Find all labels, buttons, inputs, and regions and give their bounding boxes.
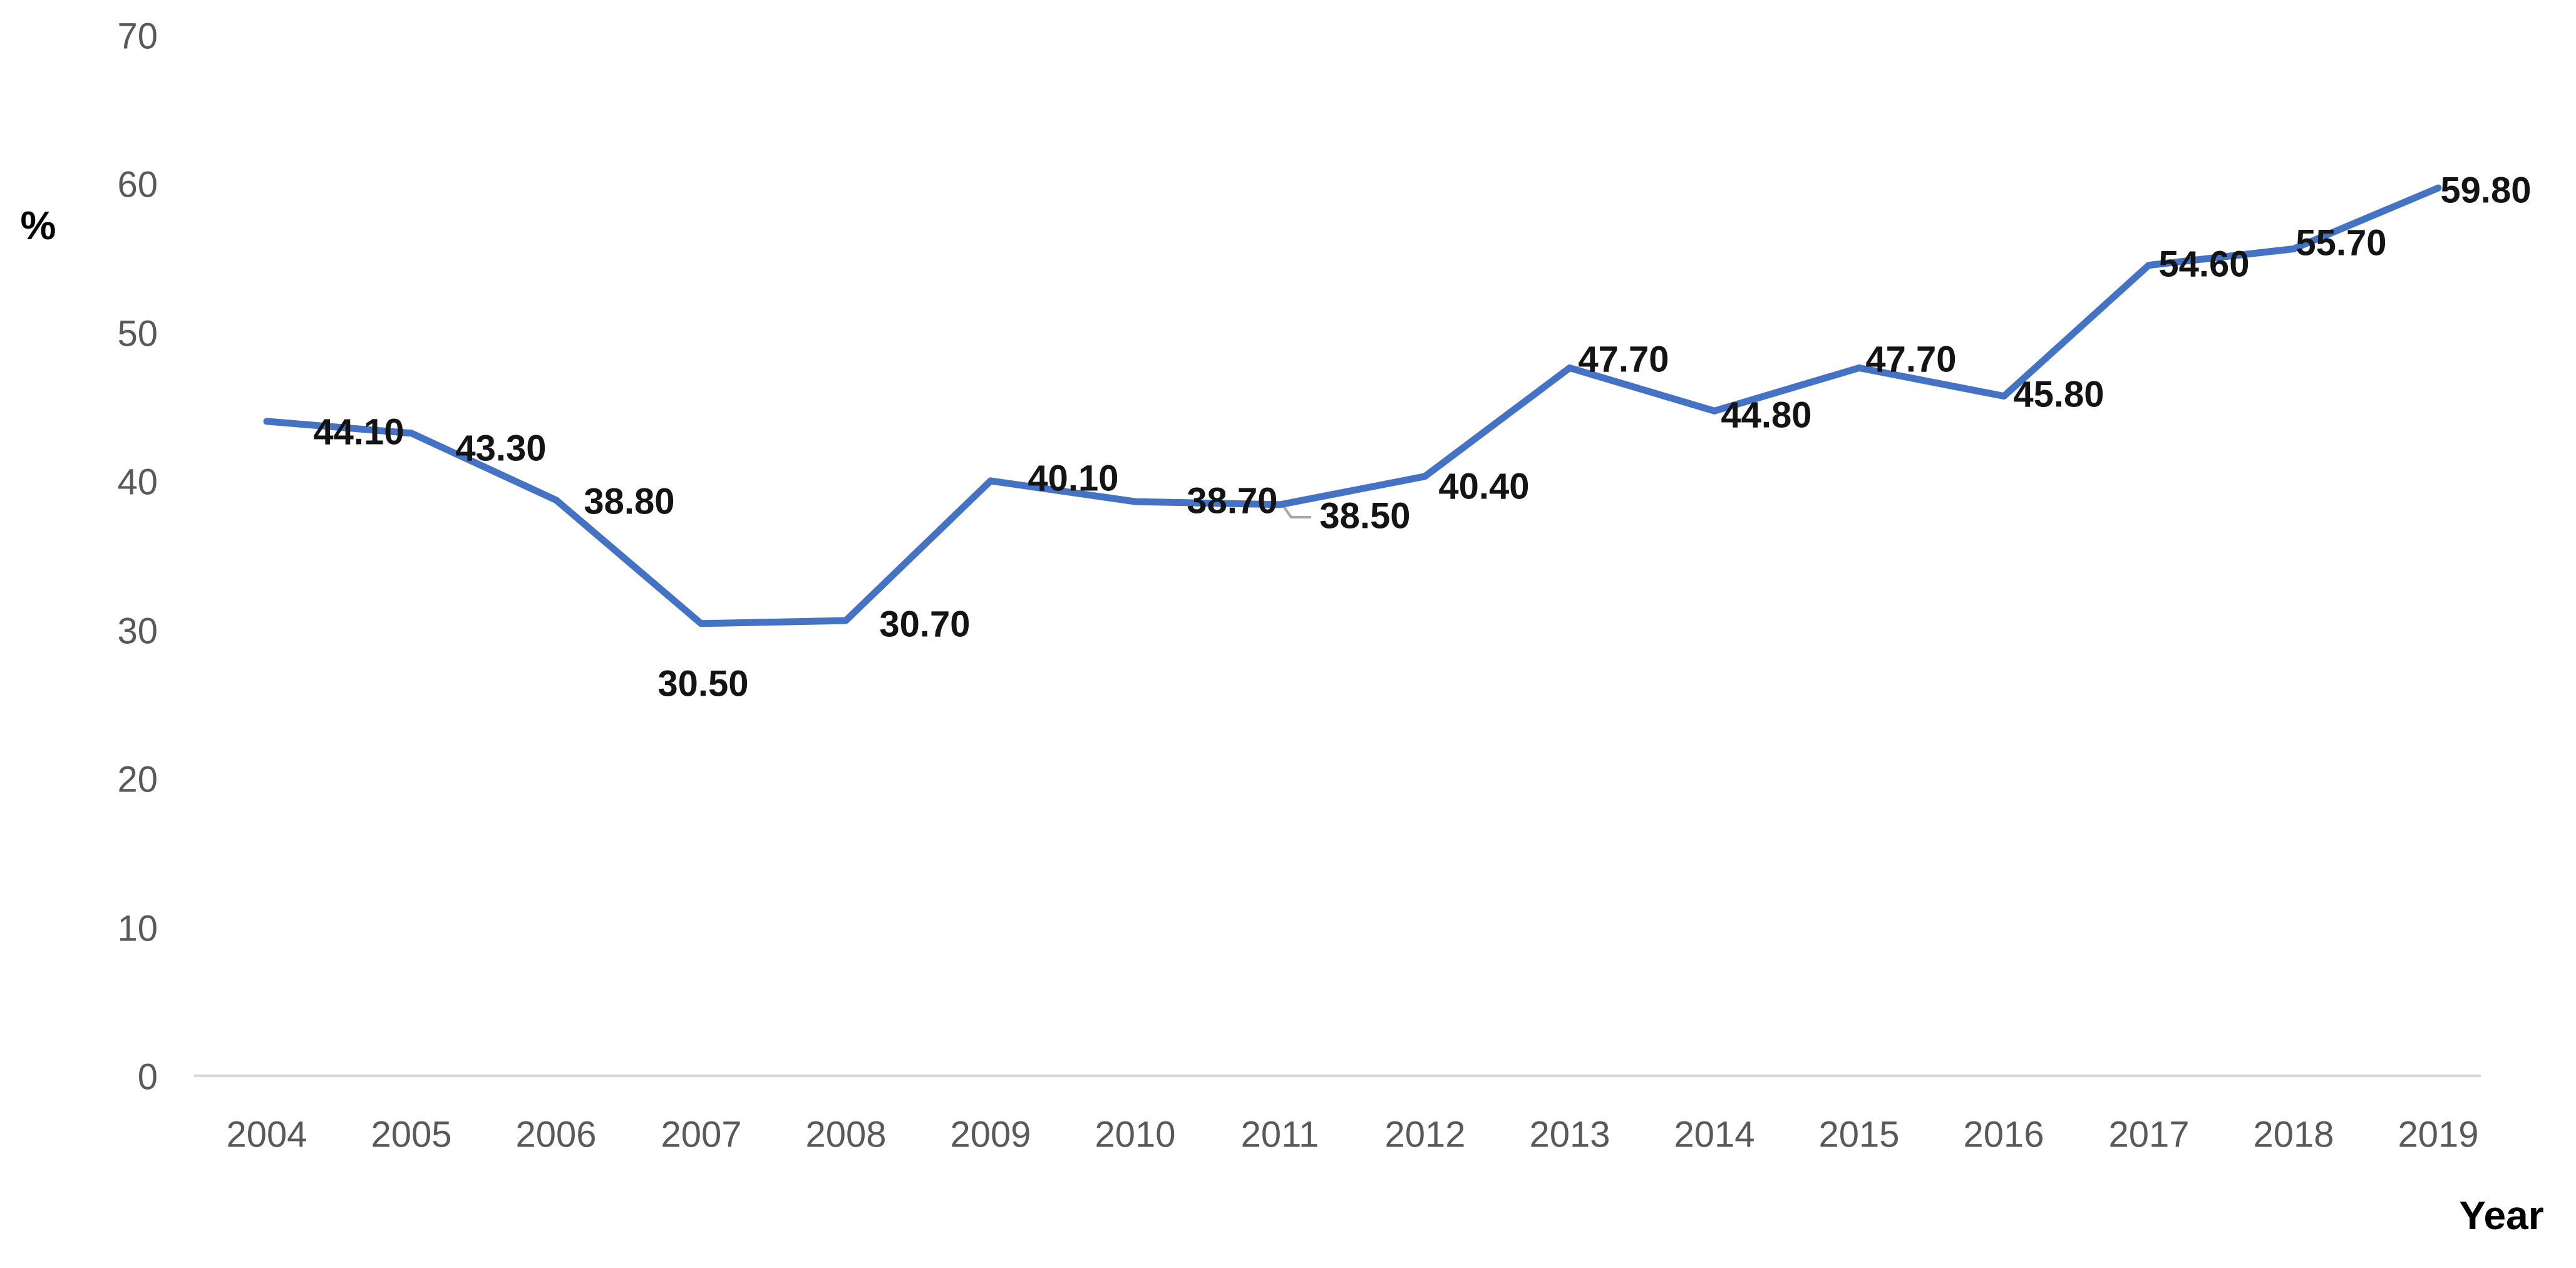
data-label: 47.70 [1865,339,1957,380]
x-tick-label: 2010 [1095,1114,1176,1155]
data-label: 38.70 [1187,480,1278,522]
data-label: 45.80 [2013,374,2105,415]
data-label: 40.40 [1438,466,1530,507]
data-label: 43.30 [455,428,547,469]
y-tick-label: 0 [137,1056,158,1098]
x-tick-label: 2018 [2253,1114,2334,1155]
y-axis-title: % [20,203,56,248]
y-tick-label: 50 [117,313,158,354]
data-label: 38.80 [584,481,675,522]
x-tick-label: 2011 [1240,1114,1319,1155]
data-label: 44.80 [1721,394,1812,436]
x-axis-title: Year [2459,1193,2544,1238]
label-leader-line [1281,503,1311,518]
x-tick-label: 2015 [1818,1114,1900,1155]
x-tick-label: 2005 [371,1114,452,1155]
data-label: 30.70 [879,604,971,645]
data-label: 47.70 [1578,339,1669,380]
x-tick-label: 2007 [661,1114,742,1155]
data-label: 30.50 [657,663,749,704]
x-tick-label: 2008 [805,1114,887,1155]
y-tick-label: 40 [117,461,158,503]
data-label: 44.10 [313,411,404,453]
x-tick-label: 2013 [1529,1114,1610,1155]
y-tick-label: 10 [117,908,158,949]
x-tick-label: 2004 [226,1114,307,1155]
series-line [263,184,2442,627]
y-tick-label: 70 [117,16,158,57]
x-tick-label: 2016 [1963,1114,2044,1155]
data-label: 59.80 [2440,170,2532,211]
y-tick-label: 60 [117,164,158,205]
x-tick-label: 2012 [1384,1114,1466,1155]
x-tick-label: 2017 [2108,1114,2190,1155]
data-label: 54.60 [2158,244,2250,285]
y-tick-label: 30 [117,611,158,652]
data-label: 55.70 [2295,222,2387,264]
x-tick-label: 2006 [515,1114,597,1155]
data-label: 38.50 [1319,495,1411,537]
x-tick-label: 2009 [950,1114,1031,1155]
data-label: 40.10 [1028,458,1119,499]
x-tick-label: 2014 [1674,1114,1755,1155]
x-tick-label: 2019 [2398,1114,2479,1155]
y-tick-label: 20 [117,759,158,800]
